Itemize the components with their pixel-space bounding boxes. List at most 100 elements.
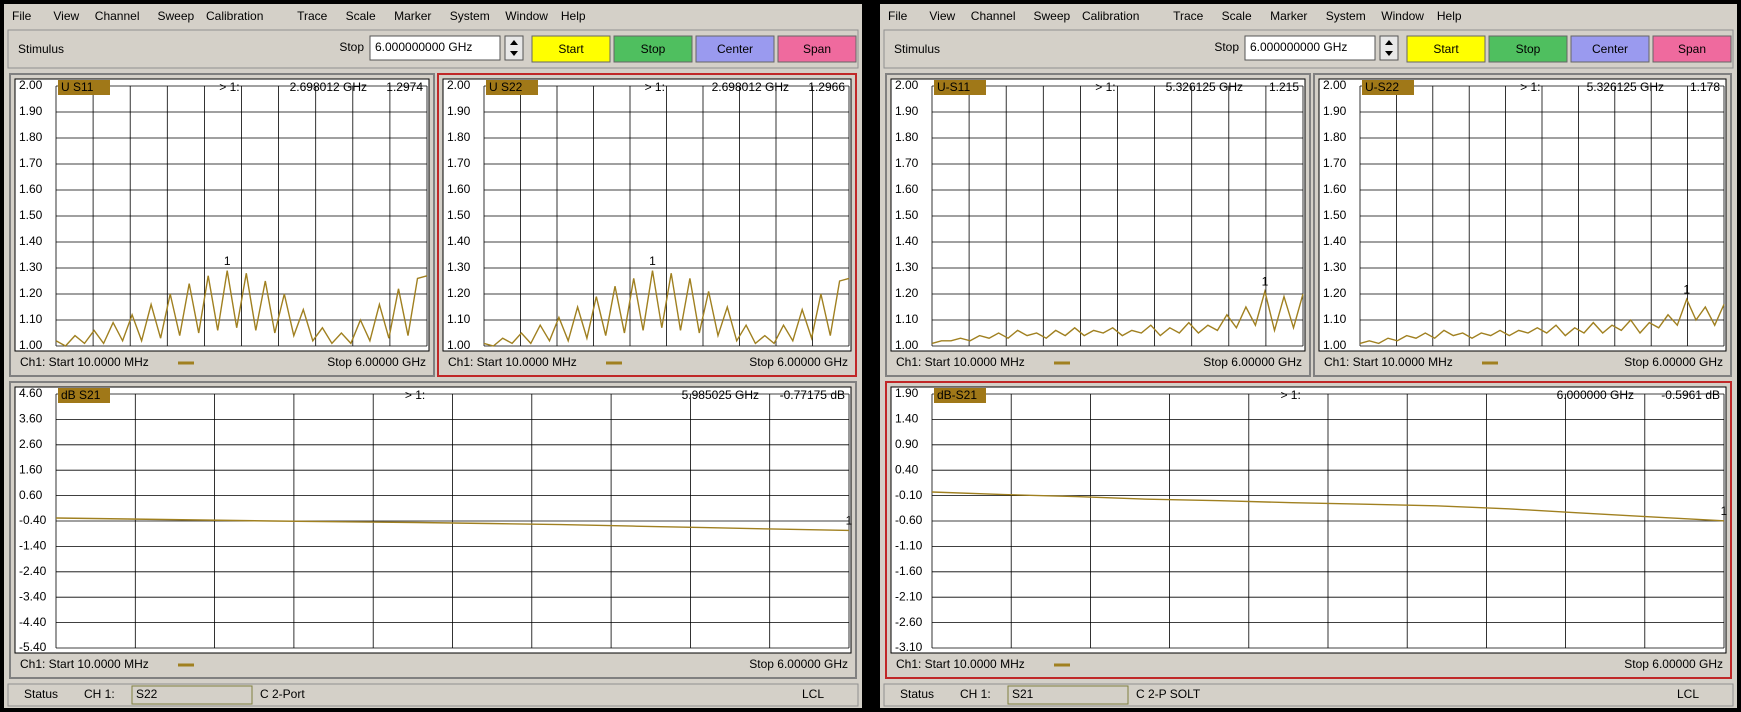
y-tick-label: 1.40 — [447, 234, 471, 248]
marker-value: 1.178 — [1690, 80, 1720, 94]
marker-readout: > 1: — [405, 388, 425, 402]
y-tick-label: 1.30 — [19, 260, 43, 274]
spin-button[interactable] — [504, 35, 524, 61]
menu-item[interactable]: System — [450, 9, 490, 23]
y-tick-label: 1.70 — [19, 156, 43, 170]
y-tick-label: -4.40 — [19, 615, 47, 629]
y-tick-label: 1.50 — [895, 208, 919, 222]
menu-item[interactable]: Calibration — [206, 9, 263, 23]
trace — [931, 491, 1725, 522]
marker-id: 1 — [1683, 282, 1690, 296]
menu-item[interactable]: Calibration — [1082, 9, 1139, 23]
menu-item[interactable]: File — [888, 9, 908, 23]
menu-item[interactable]: Trace — [1173, 9, 1204, 23]
status-param-field — [131, 685, 253, 705]
stop-label: Stop — [339, 40, 364, 54]
stop-value: 6.000000000 GHz — [375, 40, 472, 54]
stimulus-button[interactable] — [1570, 35, 1650, 63]
menu-item[interactable]: View — [53, 9, 79, 23]
y-tick-label: 1.80 — [895, 130, 919, 144]
y-tick-label: 2.00 — [1323, 78, 1347, 92]
menu-item[interactable]: Window — [1381, 9, 1424, 23]
stimulus-button[interactable] — [531, 35, 611, 63]
menu-item[interactable]: Scale — [346, 9, 376, 23]
marker-value: -0.5961 dB — [1661, 388, 1720, 402]
stimulus-button[interactable] — [1488, 35, 1568, 63]
marker-frequency: 5.985025 GHz — [682, 388, 759, 402]
y-tick-label: 1.70 — [895, 156, 919, 170]
stimulus-button-label: Stop — [641, 42, 666, 56]
y-tick-label: 1.40 — [19, 234, 43, 248]
stimulus-label: Stimulus — [18, 42, 64, 56]
menu-item[interactable]: File — [12, 9, 32, 23]
y-tick-label: -1.10 — [895, 539, 923, 553]
menu-item[interactable]: Help — [561, 9, 586, 23]
stimulus-button[interactable] — [1406, 35, 1486, 63]
trace-label-box — [486, 80, 538, 95]
menu-item[interactable]: View — [929, 9, 955, 23]
status-label: Status — [24, 687, 58, 701]
menu-item[interactable]: Marker — [1270, 9, 1307, 23]
trace — [55, 270, 428, 347]
y-tick-label: 1.00 — [895, 338, 919, 352]
y-tick-label: 1.20 — [19, 286, 43, 300]
trace-label: dB S21 — [61, 388, 101, 402]
marker-frequency: 6.000000 GHz — [1557, 388, 1634, 402]
marker-value: 1.2966 — [808, 80, 845, 94]
y-tick-label: -0.40 — [19, 513, 47, 527]
stimulus-button[interactable] — [777, 35, 857, 63]
sweep-stop: Stop 6.00000 GHz — [749, 657, 848, 671]
menu-item[interactable]: Channel — [971, 9, 1016, 23]
trace-label-box — [934, 388, 986, 403]
y-tick-label: 1.50 — [19, 208, 43, 222]
menu-item[interactable]: Marker — [394, 9, 431, 23]
sweep-stop: Stop 6.00000 GHz — [1203, 355, 1302, 369]
menu-item[interactable]: Window — [505, 9, 548, 23]
sweep-start: Ch1: Start 10.0000 MHz — [896, 355, 1025, 369]
stimulus-button[interactable] — [1652, 35, 1732, 63]
menu-item[interactable]: Sweep — [158, 9, 195, 23]
marker-id: 1 — [846, 514, 853, 528]
marker-id: 1 — [649, 254, 656, 268]
status-param: S22 — [136, 687, 158, 701]
y-tick-label: -0.60 — [895, 513, 923, 527]
y-tick-label: -2.10 — [895, 589, 923, 603]
stimulus-button[interactable] — [613, 35, 693, 63]
spin-arrows — [1385, 40, 1393, 56]
stimulus-button-label: Stop — [1516, 42, 1541, 56]
trace-label-box — [58, 388, 110, 403]
y-tick-label: 2.60 — [19, 437, 43, 451]
status-channel: CH 1: — [960, 687, 991, 701]
menu-item[interactable]: System — [1326, 9, 1366, 23]
stimulus-button[interactable] — [695, 35, 775, 63]
y-tick-label: 1.90 — [895, 386, 919, 400]
stop-field[interactable] — [1244, 35, 1376, 61]
menu-item[interactable]: Channel — [95, 9, 140, 23]
sweep-stop: Stop 6.00000 GHz — [749, 355, 848, 369]
menu-item[interactable]: Scale — [1222, 9, 1252, 23]
marker-value: 1.215 — [1269, 80, 1299, 94]
menu-item[interactable]: Help — [1437, 9, 1462, 23]
stop-field[interactable] — [369, 35, 501, 61]
y-tick-label: -0.10 — [895, 488, 923, 502]
y-tick-label: 1.20 — [895, 286, 919, 300]
y-tick-label: 1.10 — [895, 312, 919, 326]
stimulus-button-label: Start — [558, 42, 584, 56]
menu-item[interactable]: Sweep — [1034, 9, 1071, 23]
sweep-stop: Stop 6.00000 GHz — [327, 355, 426, 369]
menu-item[interactable]: Trace — [297, 9, 328, 23]
plot-area — [890, 386, 1727, 654]
sweep-stop: Stop 6.00000 GHz — [1624, 657, 1723, 671]
sweep-start: Ch1: Start 10.0000 MHz — [448, 355, 577, 369]
y-tick-label: 2.00 — [19, 78, 43, 92]
trace-label: U S22 — [489, 80, 523, 94]
spin-button[interactable] — [1379, 35, 1399, 61]
y-tick-label: 1.50 — [447, 208, 471, 222]
y-tick-label: -5.40 — [19, 640, 47, 654]
plot-area — [442, 78, 852, 352]
y-tick-label: 1.00 — [1323, 338, 1347, 352]
status-cal: C 2-P SOLT — [1136, 687, 1201, 701]
marker-frequency: 5.326125 GHz — [1587, 80, 1664, 94]
trace-label: dB-S21 — [937, 388, 977, 402]
y-tick-label: -2.60 — [895, 615, 923, 629]
